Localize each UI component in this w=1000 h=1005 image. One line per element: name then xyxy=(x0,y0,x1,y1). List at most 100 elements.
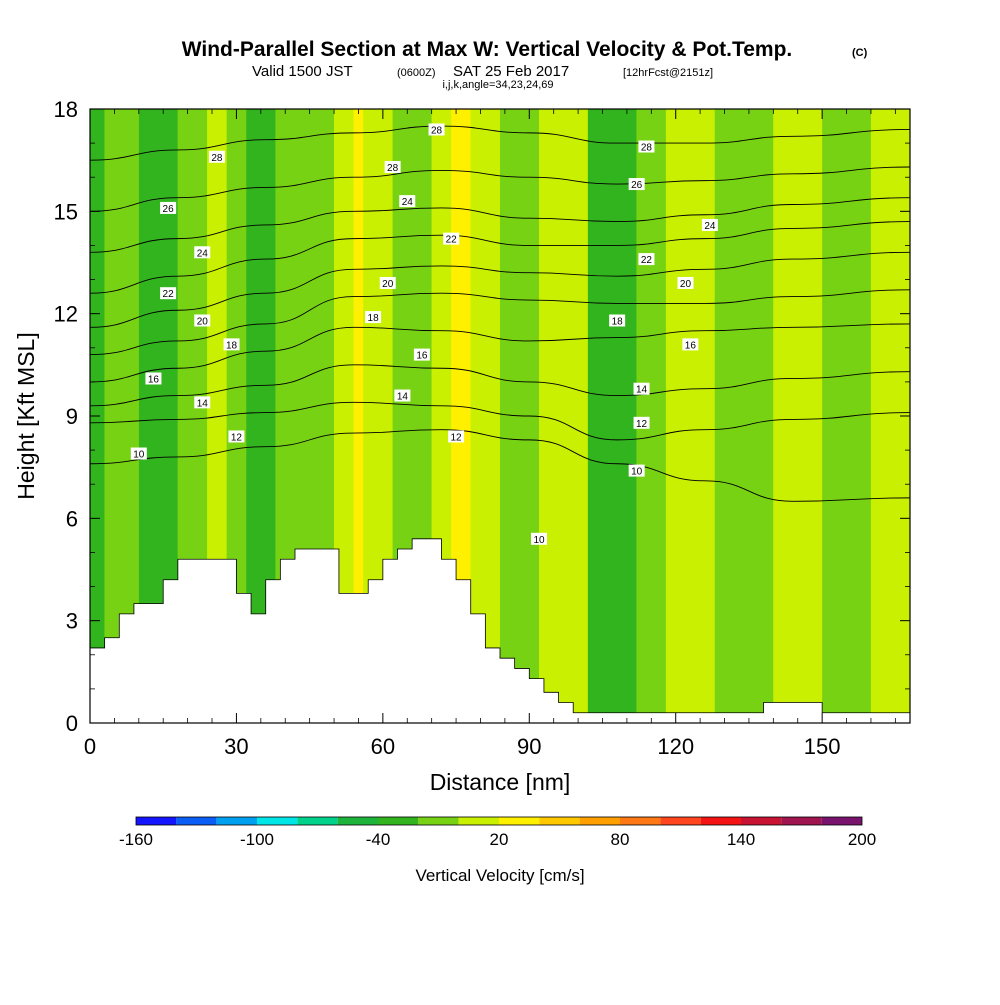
theta-contour-18 xyxy=(90,289,910,356)
colorbar-swatch xyxy=(458,817,499,825)
contour-label-box xyxy=(160,201,177,214)
potential-temperature-contours xyxy=(90,125,910,502)
contour-label-box xyxy=(228,430,245,443)
contour-label: 18 xyxy=(226,340,238,351)
colorbar-frame xyxy=(135,816,863,826)
contour-label-box xyxy=(194,314,211,327)
y-tick-label: 0 xyxy=(66,711,78,736)
contour-label: 10 xyxy=(631,467,643,478)
colorbar-swatch xyxy=(741,817,782,825)
velocity-band xyxy=(539,109,588,723)
contour-label: 18 xyxy=(368,313,380,324)
contour-label: 20 xyxy=(680,279,692,290)
colorbar-swatch xyxy=(579,817,620,825)
contour-label-box xyxy=(638,253,655,266)
contour-label-box xyxy=(628,464,645,477)
colorbar-tick-label: 20 xyxy=(490,830,509,849)
contour-label: 10 xyxy=(533,535,545,546)
colorbar-swatch xyxy=(539,817,580,825)
contour-label-box xyxy=(633,416,650,429)
terrain-mask xyxy=(90,538,910,723)
colorbar-swatch xyxy=(337,817,378,825)
contour-label-box xyxy=(682,338,699,351)
contour-label-box xyxy=(448,430,465,443)
colorbar-swatch xyxy=(418,817,459,825)
contour-label: 10 xyxy=(133,450,145,461)
theta-contour-24 xyxy=(90,197,910,253)
contour-label-box xyxy=(677,276,694,289)
contour-label-box xyxy=(531,532,548,545)
colorbar-swatch xyxy=(257,817,298,825)
velocity-band xyxy=(822,109,871,723)
contour-label: 22 xyxy=(163,289,175,300)
contour-label-box xyxy=(365,311,382,324)
colorbar-swatch xyxy=(660,817,701,825)
x-tick-label: 0 xyxy=(84,734,96,759)
contour-label-box xyxy=(701,218,718,231)
contour-label: 14 xyxy=(397,392,409,403)
copyright-mark: (C) xyxy=(852,47,868,59)
contour-label: 28 xyxy=(387,163,399,174)
colorbar-swatch xyxy=(297,817,338,825)
contour-label: 24 xyxy=(402,197,414,208)
contour-label: 14 xyxy=(197,398,209,409)
contour-label: 26 xyxy=(163,204,175,215)
chart-title: Wind-Parallel Section at Max W: Vertical… xyxy=(182,38,793,61)
x-tick-label: 60 xyxy=(371,734,395,759)
contour-labels: 10 12 14 16 18 20 22 24 26 28 28 28 24 22 20 18 16 14 12 10… xyxy=(130,123,718,546)
contour-label-box xyxy=(379,276,396,289)
colorbar-swatch xyxy=(700,817,741,825)
contour-label: 12 xyxy=(451,432,463,443)
contour-label: 24 xyxy=(197,248,209,259)
y-tick-label: 6 xyxy=(66,506,78,531)
contour-label-box xyxy=(223,338,240,351)
contour-label: 16 xyxy=(148,374,160,385)
theta-contour-22 xyxy=(90,221,910,294)
contour-label-box xyxy=(413,348,430,361)
colorbar: -160 -100 -40 20 80 140 200 xyxy=(119,816,876,849)
colorbar-label: Vertical Velocity [cm/s] xyxy=(415,866,584,885)
valid-prefix: Valid 1500 JST xyxy=(252,63,353,80)
velocity-band xyxy=(353,109,364,723)
x-axis-label: Distance [nm] xyxy=(430,769,571,795)
y-axis: 0 3 6 9 12 15 18 xyxy=(54,97,910,736)
colorbar-swatch xyxy=(216,817,257,825)
colorbar-tick-label: -160 xyxy=(119,830,153,849)
grid-indices: i,j,k,angle=34,23,24,69 xyxy=(442,79,553,91)
y-axis-label: Height [Kft MSL] xyxy=(13,332,39,499)
velocity-band xyxy=(587,109,637,723)
contour-label-box xyxy=(194,396,211,409)
contour-label-box xyxy=(194,246,211,259)
colorbar-swatch xyxy=(378,817,419,825)
velocity-band xyxy=(636,109,666,723)
colorbar-swatch xyxy=(136,817,177,825)
contour-label-box xyxy=(609,314,626,327)
colorbar-tick-label: 80 xyxy=(611,830,630,849)
colorbar-tick-label: 140 xyxy=(727,830,755,849)
contour-label-box xyxy=(384,160,401,173)
contour-label: 16 xyxy=(685,340,697,351)
velocity-band xyxy=(773,109,823,723)
contour-label: 18 xyxy=(612,316,624,327)
contour-label-box xyxy=(208,150,225,163)
contour-label-box xyxy=(394,389,411,402)
colorbar-tick-label: -100 xyxy=(240,830,274,849)
contour-label-box xyxy=(145,372,162,385)
contour-label-box xyxy=(633,382,650,395)
theta-contour-20 xyxy=(90,251,910,328)
contour-label: 26 xyxy=(631,180,643,191)
y-tick-label: 3 xyxy=(66,609,78,634)
colorbar-tick-label: -40 xyxy=(366,830,391,849)
contour-label-box xyxy=(638,140,655,153)
y-tick-label: 12 xyxy=(54,302,78,327)
contour-label: 16 xyxy=(416,351,428,362)
colorbar-swatch xyxy=(499,817,540,825)
contour-label: 20 xyxy=(197,316,209,327)
contour-label: 28 xyxy=(641,143,653,154)
velocity-band xyxy=(665,109,715,723)
colorbar-swatch xyxy=(821,817,862,825)
contour-label: 28 xyxy=(211,153,223,164)
theta-contour-14 xyxy=(90,364,910,407)
x-tick-label: 120 xyxy=(657,734,694,759)
contour-label: 20 xyxy=(382,279,394,290)
